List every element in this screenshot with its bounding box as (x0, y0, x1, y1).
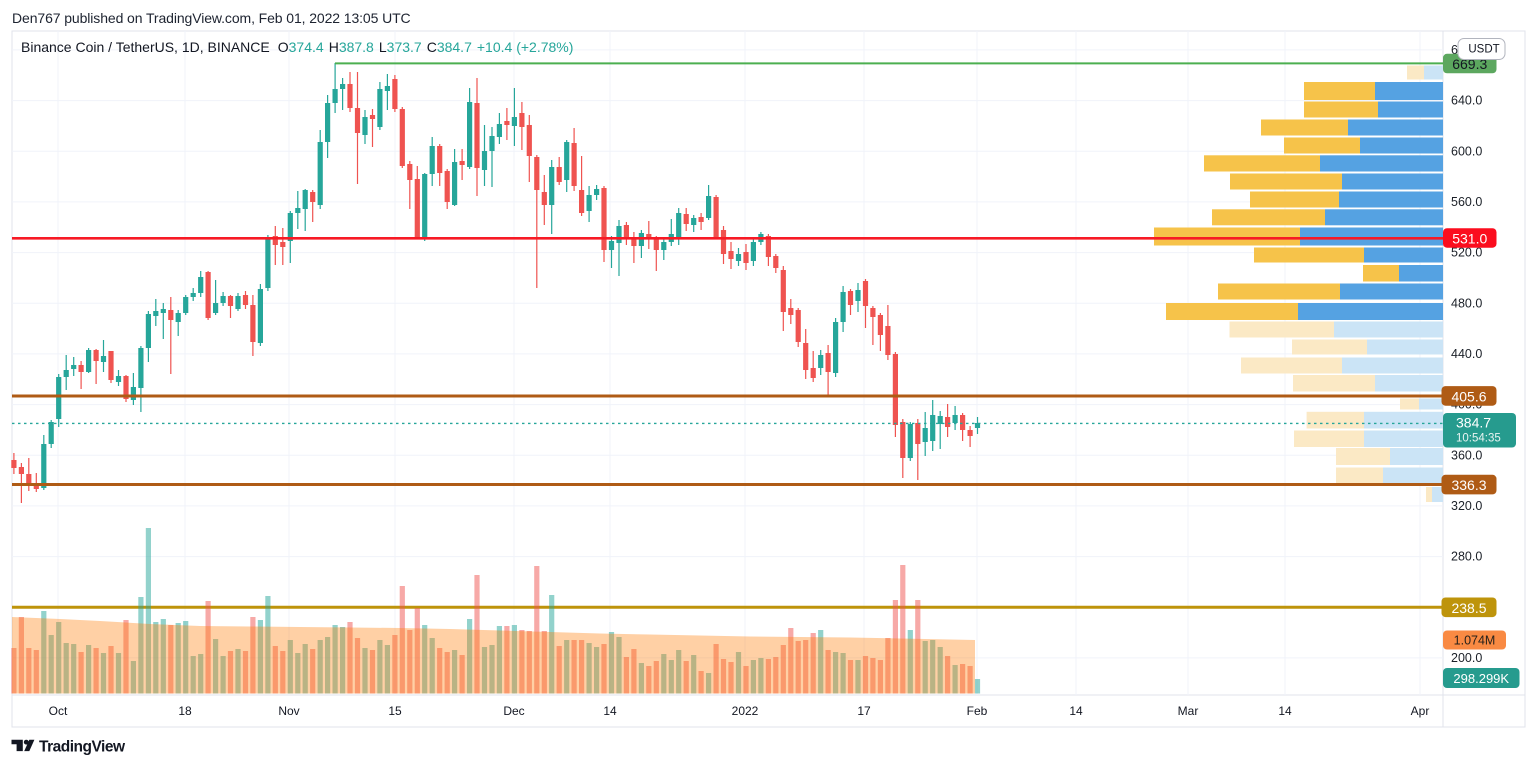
svg-text:1.074M: 1.074M (1454, 634, 1496, 648)
svg-text:320.0: 320.0 (1451, 499, 1482, 513)
svg-text:14: 14 (603, 704, 617, 718)
svg-text:280.0: 280.0 (1451, 550, 1482, 564)
svg-text:336.3: 336.3 (1451, 477, 1486, 493)
svg-text:10:54:35: 10:54:35 (1456, 433, 1501, 445)
svg-text:Oct: Oct (49, 704, 68, 718)
svg-text:Binance Coin / TetherUS, 1D, B: Binance Coin / TetherUS, 1D, BINANCE O374… (21, 39, 573, 55)
svg-text:298.299K: 298.299K (1453, 671, 1509, 686)
svg-text:520.0: 520.0 (1451, 246, 1482, 260)
svg-text:15: 15 (388, 704, 402, 718)
svg-text:200.0: 200.0 (1451, 651, 1482, 665)
svg-text:405.6: 405.6 (1451, 388, 1486, 404)
svg-text:600.0: 600.0 (1451, 144, 1482, 158)
svg-text:669.3: 669.3 (1452, 56, 1487, 72)
svg-text:17: 17 (857, 704, 871, 718)
svg-text:14: 14 (1069, 704, 1083, 718)
svg-text:480.0: 480.0 (1451, 296, 1482, 310)
svg-text:440.0: 440.0 (1451, 347, 1482, 361)
svg-text:Dec: Dec (503, 704, 524, 718)
svg-text:Apr: Apr (1411, 704, 1430, 718)
svg-text:238.5: 238.5 (1451, 600, 1486, 616)
svg-text:Mar: Mar (1178, 704, 1199, 718)
svg-text:531.0: 531.0 (1452, 230, 1487, 246)
svg-text:640.0: 640.0 (1451, 94, 1482, 108)
svg-text:18: 18 (178, 704, 192, 718)
svg-text:USDT: USDT (1468, 44, 1499, 56)
svg-text:Feb: Feb (967, 704, 988, 718)
svg-text:384.7: 384.7 (1456, 415, 1491, 431)
svg-text:2022: 2022 (732, 704, 759, 718)
svg-text:14: 14 (1278, 704, 1292, 718)
svg-text:Den767 published on TradingVie: Den767 published on TradingView.com, Feb… (12, 10, 411, 26)
svg-text:Nov: Nov (278, 704, 299, 718)
svg-text:TradingView: TradingView (39, 739, 126, 756)
svg-text:360.0: 360.0 (1451, 448, 1482, 462)
svg-text:560.0: 560.0 (1451, 195, 1482, 209)
